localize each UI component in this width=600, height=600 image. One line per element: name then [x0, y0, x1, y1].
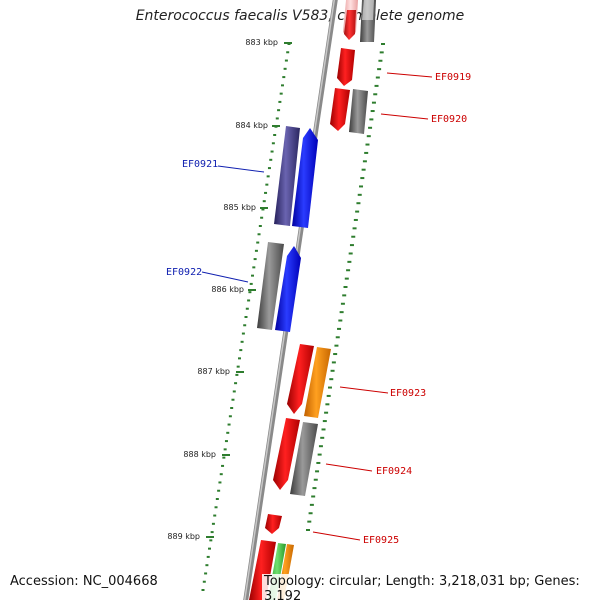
- gene-label-EF0923[interactable]: EF0923: [390, 388, 426, 399]
- map-title: Enterococcus faecalis V583, complete gen…: [135, 8, 465, 24]
- gene-label-EF0921[interactable]: EF0921: [182, 159, 218, 170]
- kbp-label-885: 885 kbp: [223, 203, 256, 212]
- kbp-label-888: 888 kbp: [183, 450, 216, 459]
- kbp-label-884: 884 kbp: [235, 121, 268, 130]
- kbp-label-883: 883 kbp: [245, 38, 278, 47]
- gene-labels: EF0919 EF0920 EF0921 EF0922 EF0923 EF092…: [166, 72, 471, 546]
- gene-label-EF0925[interactable]: EF0925: [363, 535, 399, 546]
- gene-EF0922-arrow-gray[interactable]: [257, 242, 284, 330]
- gene-EF0921-arrow-navy[interactable]: [274, 126, 300, 226]
- gene-label-EF0924[interactable]: EF0924: [376, 466, 412, 477]
- gene-label-EF0920[interactable]: EF0920: [431, 114, 467, 125]
- kbp-tick-marks: [206, 42, 292, 538]
- label-leader-lines: [201, 72, 433, 541]
- gene-EF0924-arrow-red[interactable]: [273, 418, 300, 490]
- right-tick-track: [306, 43, 385, 531]
- feature-gray-top[interactable]: [360, 0, 376, 42]
- feature-pink-top[interactable]: [343, 0, 358, 40]
- kbp-labels: 883 kbp 884 kbp 885 kbp 886 kbp 887 kbp …: [167, 38, 278, 541]
- gene-EF0922-arrow-blue[interactable]: [275, 246, 301, 332]
- gene-EF0921-arrow-blue[interactable]: [292, 128, 318, 228]
- kbp-label-889: 889 kbp: [167, 532, 200, 541]
- accession-text: Accession: NC_004668: [10, 574, 158, 589]
- gene-EF0920-arrow-gray[interactable]: [349, 89, 368, 134]
- gene-EF0923-arrow-orange[interactable]: [304, 347, 331, 418]
- kbp-label-887: 887 kbp: [197, 367, 230, 376]
- gene-EF0925-arrow-red[interactable]: [265, 514, 282, 534]
- gene-EF0923-arrow-red[interactable]: [287, 344, 314, 414]
- gene-label-EF0922[interactable]: EF0922: [166, 267, 202, 278]
- gene-EF0919-arrow[interactable]: [337, 48, 355, 86]
- topology-text: Topology: circular; Length: 3,218,031 bp…: [262, 574, 600, 600]
- kbp-label-886: 886 kbp: [211, 285, 244, 294]
- gene-EF0924-arrow-gray[interactable]: [290, 422, 318, 496]
- gene-EF0920-arrow-red[interactable]: [330, 88, 350, 131]
- gene-label-EF0919[interactable]: EF0919: [435, 72, 471, 83]
